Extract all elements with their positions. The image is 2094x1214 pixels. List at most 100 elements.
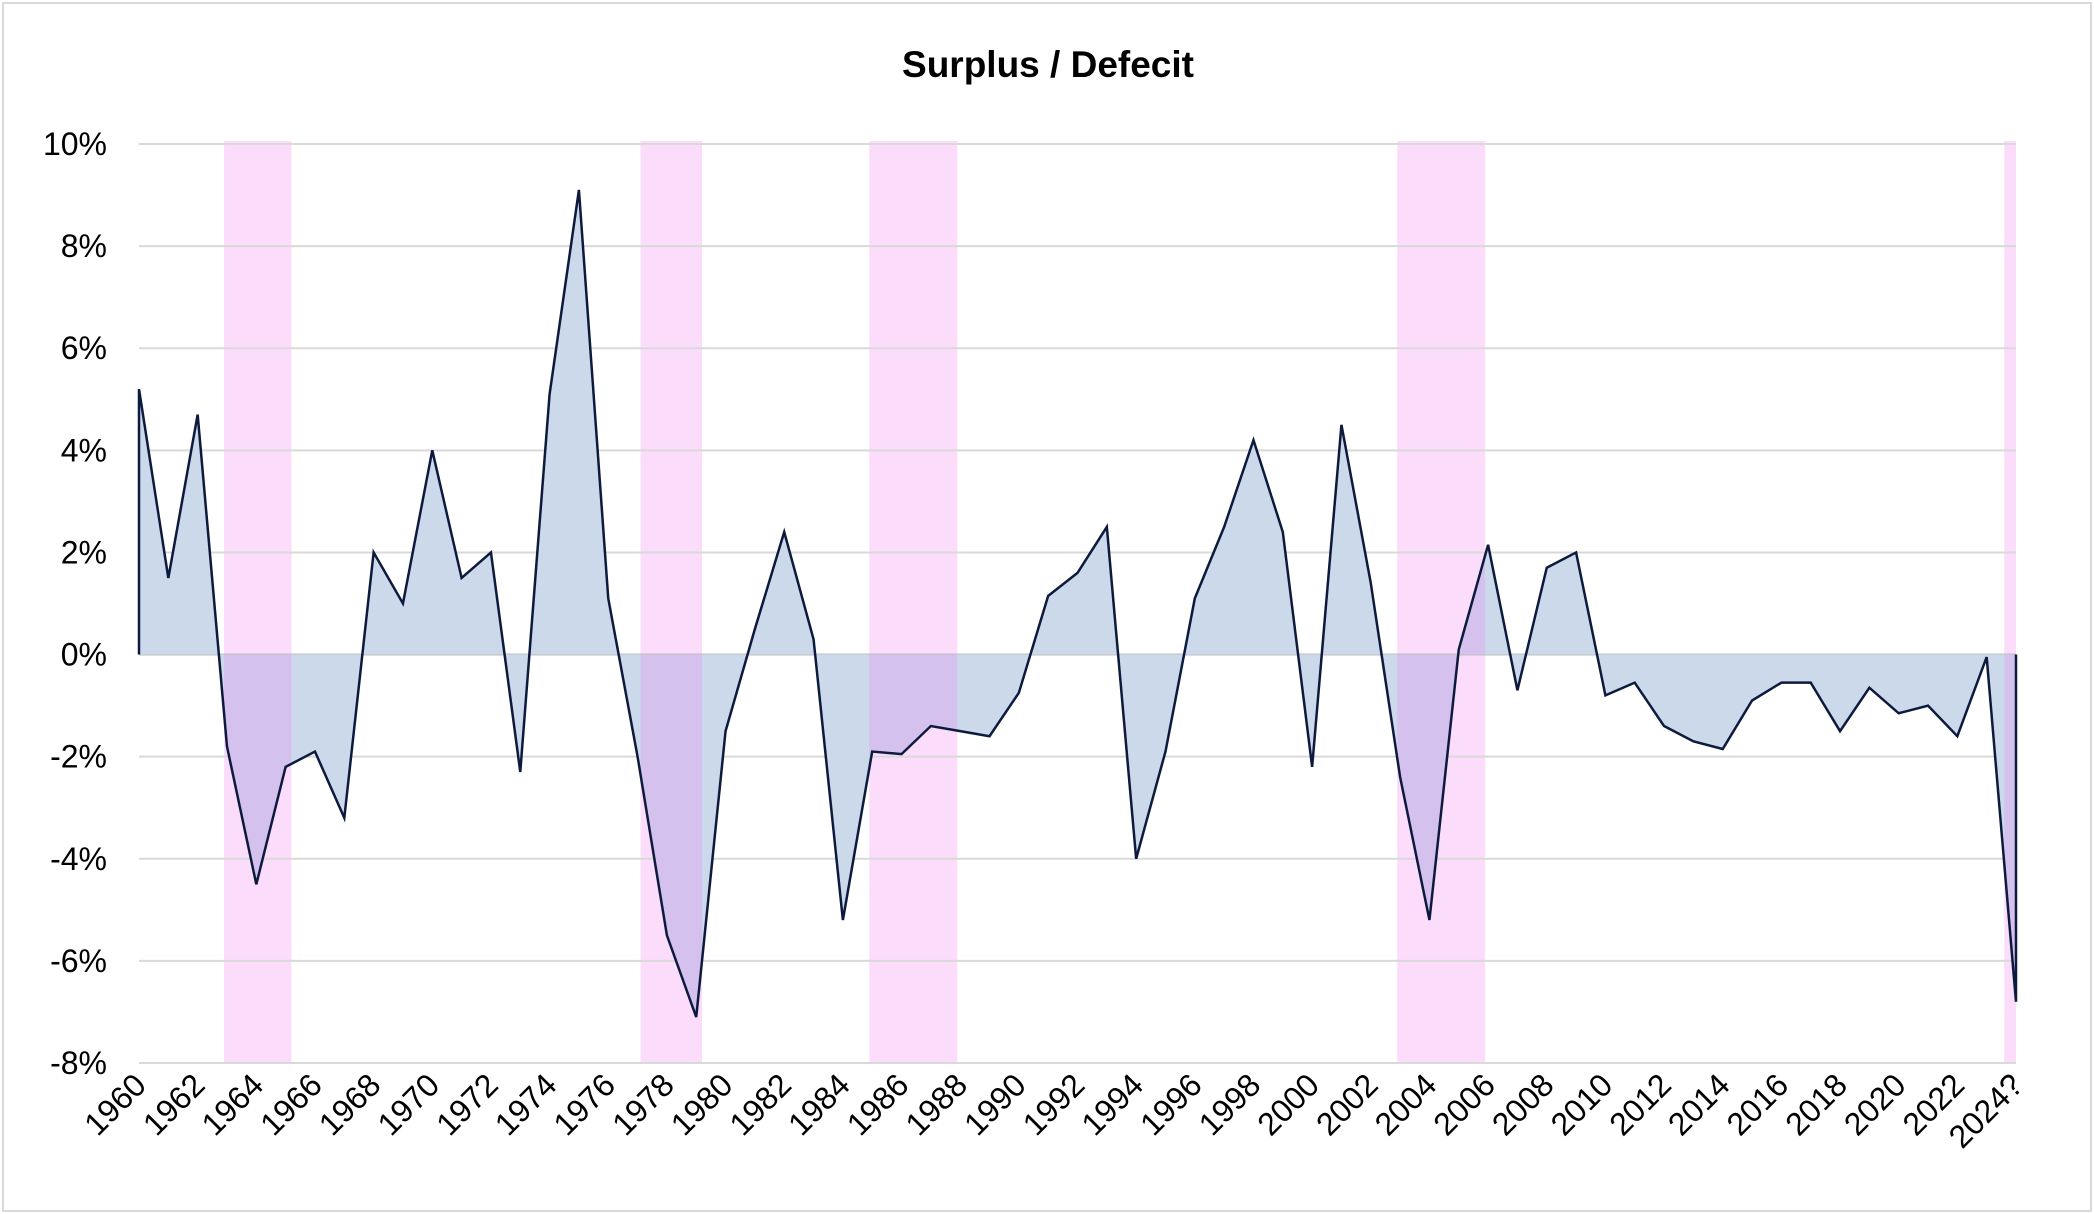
data-point <box>1897 711 1901 715</box>
data-point <box>900 752 904 756</box>
series-line <box>137 189 2018 1018</box>
x-tick-label: 1988 <box>898 1066 974 1142</box>
data-point <box>1427 918 1431 922</box>
data-point <box>1603 693 1607 697</box>
data-point <box>1750 699 1754 703</box>
data-point <box>753 627 757 631</box>
data-point <box>1193 596 1197 600</box>
x-tick-label: 2016 <box>1720 1066 1796 1142</box>
chart-svg: Surplus / Defecit 10% 8% 6% 4% 2% 0% -2% -4% -6%… <box>43 44 2030 1155</box>
data-point <box>606 596 610 600</box>
highlight-band <box>2004 141 2016 1063</box>
data-point <box>1339 423 1343 427</box>
x-tick-label: 1976 <box>546 1066 622 1142</box>
data-point <box>1633 681 1637 685</box>
x-tick-label: 1980 <box>664 1066 740 1142</box>
x-tick-label: 1978 <box>605 1066 681 1142</box>
x-tick-label: 2000 <box>1250 1066 1326 1142</box>
data-point <box>988 734 992 738</box>
x-tick-label: 2012 <box>1602 1066 1678 1142</box>
data-point <box>812 637 816 641</box>
x-tick-label: 1984 <box>781 1066 857 1142</box>
x-tick-label: 2010 <box>1544 1066 1620 1142</box>
x-tick-label: 1992 <box>1016 1066 1092 1142</box>
y-tick-label: -2% <box>50 739 107 775</box>
area-layer <box>139 189 2016 1018</box>
data-point <box>1163 750 1167 754</box>
data-point <box>1369 581 1373 585</box>
data-point <box>1310 765 1314 769</box>
y-tick-label: -8% <box>50 1045 107 1081</box>
data-point <box>2014 1000 2018 1004</box>
x-tick-label: 1974 <box>488 1066 564 1142</box>
y-axis-tick-labels: 10% 8% 6% 4% 2% 0% -2% -4% -6% -8% <box>43 126 107 1081</box>
data-point <box>929 724 933 728</box>
x-tick-label: 1994 <box>1074 1066 1150 1142</box>
data-point <box>1076 571 1080 575</box>
data-point <box>1134 857 1138 861</box>
data-point <box>577 188 581 192</box>
data-point <box>665 933 669 937</box>
data-point <box>430 448 434 452</box>
series-line-layer <box>137 188 2018 1019</box>
x-axis-tick-labels: 1960196219641966196819701972197419761978… <box>77 1066 2030 1154</box>
data-point <box>1515 688 1519 692</box>
data-point <box>1398 775 1402 779</box>
highlight-bands <box>224 141 2016 1063</box>
data-point <box>1838 729 1842 733</box>
chart-title: Surplus / Defecit <box>902 44 1194 85</box>
data-point <box>1662 724 1666 728</box>
x-tick-label: 2004 <box>1368 1066 1444 1142</box>
x-tick-label: 1990 <box>957 1066 1033 1142</box>
data-point <box>1046 594 1050 598</box>
y-tick-label: 6% <box>61 330 107 366</box>
data-point <box>1545 566 1549 570</box>
data-point <box>694 1015 698 1019</box>
x-tick-label: 1966 <box>253 1066 329 1142</box>
y-tick-label: 0% <box>61 637 107 673</box>
x-tick-label: 1970 <box>370 1066 446 1142</box>
y-tick-label: 10% <box>43 126 107 162</box>
x-tick-label: 2006 <box>1426 1066 1502 1142</box>
y-tick-label: 8% <box>61 228 107 264</box>
data-point <box>548 392 552 396</box>
data-point <box>1017 691 1021 695</box>
data-point <box>225 744 229 748</box>
x-tick-label: 1962 <box>136 1066 212 1142</box>
band-area-overlap <box>640 654 703 1018</box>
data-point <box>254 882 258 886</box>
data-point <box>1926 704 1930 708</box>
data-point <box>1955 734 1959 738</box>
data-point <box>166 576 170 580</box>
x-tick-label: 1964 <box>194 1066 270 1142</box>
x-tick-label: 1986 <box>840 1066 916 1142</box>
series-area <box>139 189 2016 1018</box>
data-point <box>372 550 376 554</box>
y-tick-label: -4% <box>50 841 107 877</box>
data-point <box>636 755 640 759</box>
x-tick-label: 1968 <box>312 1066 388 1142</box>
data-point <box>284 765 288 769</box>
data-point <box>1721 747 1725 751</box>
x-tick-label: 1996 <box>1133 1066 1209 1142</box>
highlight-band <box>224 141 292 1063</box>
x-tick-label: 1972 <box>429 1066 505 1142</box>
data-point <box>1222 525 1226 529</box>
y-tick-label: -6% <box>50 943 107 979</box>
x-tick-label: 2020 <box>1837 1066 1913 1142</box>
x-tick-label: 2014 <box>1661 1066 1737 1142</box>
x-tick-label: 2008 <box>1485 1066 1561 1142</box>
data-point <box>460 576 464 580</box>
data-point <box>1574 550 1578 554</box>
overlap-layer <box>224 555 2016 1018</box>
data-point <box>313 750 317 754</box>
x-tick-label: 2002 <box>1309 1066 1385 1142</box>
data-point <box>518 770 522 774</box>
data-point <box>1281 530 1285 534</box>
data-point <box>1691 739 1695 743</box>
band-area-overlap <box>224 654 292 885</box>
data-point <box>782 530 786 534</box>
data-point <box>401 602 405 606</box>
data-point <box>1779 681 1783 685</box>
